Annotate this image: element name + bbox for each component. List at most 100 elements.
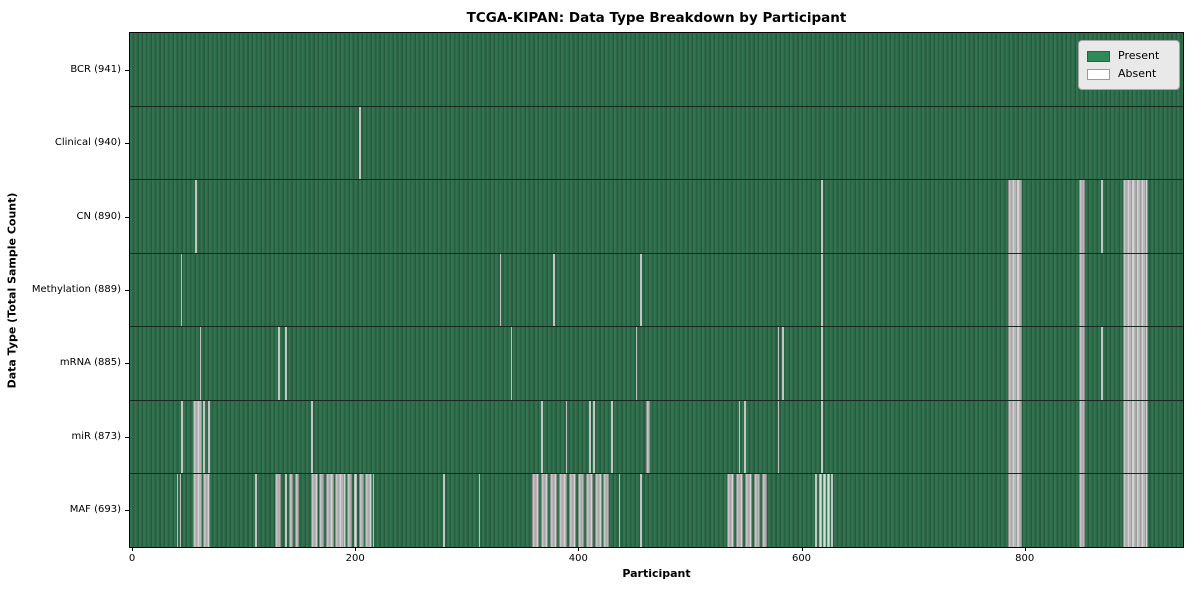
absent-stripe: [1122, 327, 1148, 400]
absent-stripe: [549, 474, 558, 548]
absent-swatch-icon: [1087, 68, 1110, 80]
heatmap-row-clinical: [130, 106, 1183, 181]
absent-stripe: [814, 474, 818, 548]
absent-stripe: [255, 474, 257, 548]
absent-stripe: [531, 474, 540, 548]
absent-stripe: [588, 400, 591, 474]
legend-item-present: Present: [1087, 47, 1171, 65]
y-tick-label: BCR (941): [70, 63, 121, 75]
absent-stripe: [736, 474, 744, 548]
absent-stripe: [782, 327, 784, 400]
x-tick-mark: [801, 547, 803, 551]
absent-stripe: [821, 327, 823, 400]
absent-stripe: [777, 400, 780, 474]
absent-stripe: [640, 253, 642, 327]
absent-stripe: [1007, 253, 1022, 327]
heatmap-row-methylation: [130, 253, 1183, 328]
absent-stripe: [618, 474, 621, 548]
absent-stripe: [310, 474, 318, 548]
absent-stripe: [199, 327, 202, 400]
absent-stripe: [443, 474, 445, 548]
absent-stripe: [823, 474, 827, 548]
chart-title: TCGA-KIPAN: Data Type Breakdown by Parti…: [466, 10, 847, 26]
absent-stripe: [372, 474, 375, 548]
absent-stripe: [1079, 400, 1086, 474]
y-tick-mark: [125, 290, 129, 291]
legend-item-absent: Absent: [1087, 65, 1171, 83]
absent-stripe: [754, 474, 761, 548]
absent-stripe: [577, 474, 585, 548]
absent-stripe: [611, 400, 613, 474]
x-tick-label: 800: [1015, 553, 1035, 564]
absent-stripe: [1007, 474, 1022, 548]
absent-stripe: [586, 474, 593, 548]
absent-stripe: [288, 474, 293, 548]
heatmap-plot-area: [129, 32, 1184, 548]
absent-stripe: [1007, 180, 1022, 253]
absent-stripe: [745, 474, 753, 548]
absent-stripe: [203, 474, 211, 548]
absent-stripe: [1122, 180, 1148, 253]
absent-stripe: [353, 474, 357, 548]
absent-stripe: [285, 327, 288, 400]
absent-stripe: [541, 474, 549, 548]
absent-stripe: [635, 327, 638, 400]
absent-stripe: [821, 180, 823, 253]
absent-stripe: [1101, 327, 1103, 400]
absent-stripe: [777, 327, 780, 400]
absent-stripe: [274, 474, 282, 548]
absent-stripe: [335, 474, 346, 548]
present-swatch-icon: [1087, 50, 1110, 62]
y-tick-mark: [125, 217, 129, 218]
absent-stripe: [594, 474, 602, 548]
absent-stripe: [645, 400, 650, 474]
absent-stripe: [180, 253, 183, 327]
absent-stripe: [1007, 327, 1022, 400]
x-tick-label: 400: [568, 553, 588, 564]
absent-stripe: [499, 253, 502, 327]
x-tick-mark: [1024, 547, 1026, 551]
y-tick-label: miR (873): [71, 430, 121, 442]
absent-stripe: [359, 474, 365, 548]
absent-stripe: [1079, 474, 1086, 548]
absent-stripe: [278, 327, 280, 400]
absent-stripe: [318, 474, 325, 548]
heatmap-row-maf: [130, 474, 1183, 548]
absent-stripe: [821, 400, 823, 474]
heatmap-row-cn: [130, 180, 1183, 254]
y-tick-mark: [125, 70, 129, 71]
x-tick-mark: [355, 547, 357, 551]
x-tick-mark: [578, 547, 580, 551]
x-tick-label: 0: [128, 553, 136, 564]
absent-stripe: [1079, 327, 1086, 400]
absent-stripe: [311, 400, 313, 474]
absent-stripe: [640, 474, 642, 548]
absent-stripe: [192, 400, 202, 474]
y-tick-mark: [125, 363, 129, 364]
absent-stripe: [181, 400, 183, 474]
y-tick-label: CN (890): [76, 210, 121, 222]
absent-stripe: [365, 474, 372, 548]
y-tick-label: Clinical (940): [54, 137, 121, 149]
heatmap-row-mir: [130, 400, 1183, 475]
y-tick-label: Methylation (889): [31, 284, 121, 295]
absent-stripe: [553, 253, 555, 327]
absent-stripe: [478, 474, 481, 548]
y-tick-mark: [125, 437, 129, 438]
absent-stripe: [593, 400, 596, 474]
absent-stripe: [347, 474, 353, 548]
legend-present-label: Present: [1118, 49, 1160, 62]
absent-stripe: [510, 327, 513, 400]
absent-stripe: [1122, 474, 1148, 548]
legend: Present Absent: [1078, 40, 1180, 90]
absent-stripe: [195, 180, 197, 253]
x-tick-label: 200: [345, 553, 365, 564]
absent-stripe: [1122, 400, 1148, 474]
absent-stripe: [1007, 400, 1022, 474]
absent-stripe: [744, 400, 746, 474]
x-tick-label: 600: [791, 553, 812, 564]
absent-stripe: [1122, 253, 1148, 327]
absent-stripe: [294, 474, 300, 548]
absent-stripe: [1079, 180, 1086, 253]
heatmap-row-bcr: [130, 33, 1183, 107]
